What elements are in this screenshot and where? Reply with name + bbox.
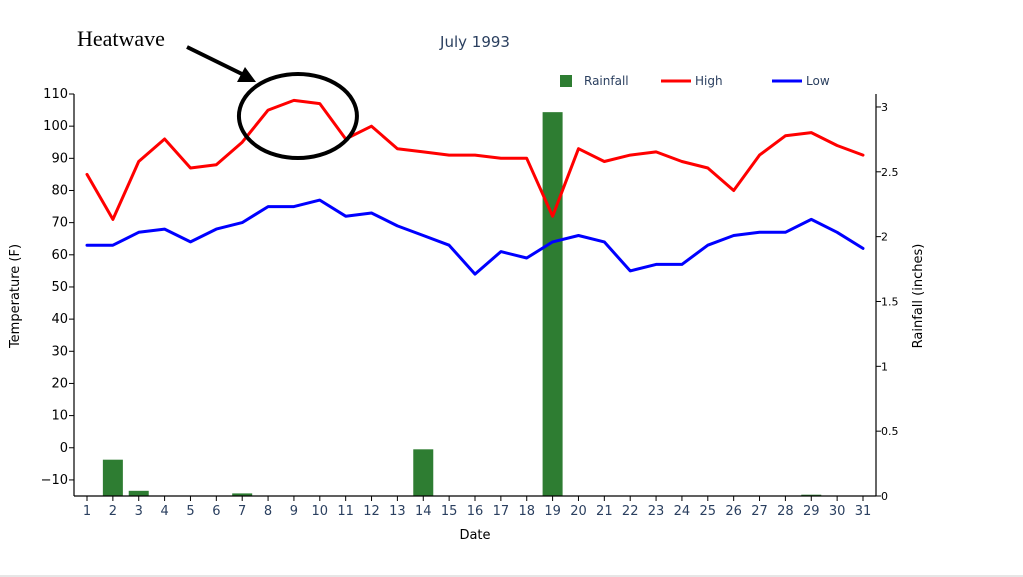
x-tick-label: 18 <box>518 504 535 519</box>
rainfall-bar-2 <box>102 459 123 496</box>
axes: −10010203040506070809010011000.511.522.5… <box>41 87 899 519</box>
y-right-tick-label: 0.5 <box>881 425 899 438</box>
y-right-tick-label: 1.5 <box>881 295 899 308</box>
x-axis-title: Date <box>459 528 490 543</box>
legend-swatch-rainfall <box>560 75 572 87</box>
y-left-tick-label: 60 <box>51 248 68 263</box>
y-right-tick-label: 1 <box>881 360 888 373</box>
x-tick-label: 30 <box>829 504 846 519</box>
rainfall-bar-7 <box>232 493 253 496</box>
y-left-tick-label: 20 <box>51 376 68 391</box>
low-temperature-line <box>85 198 865 276</box>
legend-label: High <box>695 74 723 88</box>
x-tick-label: 15 <box>441 504 458 519</box>
y-right-tick-label: 0 <box>881 490 888 503</box>
y-axis-title-left: Temperature (F) <box>8 244 23 349</box>
y-right-tick-label: 2.5 <box>881 166 899 179</box>
x-tick-label: 29 <box>803 504 820 519</box>
annotation-label: Heatwave <box>77 26 165 51</box>
annotation-arrow-shaft <box>186 45 245 77</box>
x-tick-label: 19 <box>544 504 561 519</box>
y-left-tick-label: −10 <box>41 473 68 488</box>
x-tick-label: 28 <box>777 504 794 519</box>
x-tick-label: 10 <box>312 504 329 519</box>
x-tick-label: 1 <box>83 504 91 519</box>
bottom-border <box>0 575 1023 577</box>
x-tick-label: 12 <box>363 504 380 519</box>
y-left-tick-label: 50 <box>51 280 68 295</box>
y-left-tick-label: 0 <box>60 441 68 456</box>
x-tick-label: 3 <box>135 504 143 519</box>
annotation-circle <box>236 72 359 160</box>
x-tick-label: 20 <box>570 504 587 519</box>
chart-title: July 1993 <box>439 33 510 51</box>
x-tick-label: 24 <box>674 504 691 519</box>
x-tick-label: 2 <box>109 504 117 519</box>
x-tick-label: 25 <box>700 504 717 519</box>
legend: Rainfall High Low <box>560 74 830 88</box>
rainfall-bars <box>102 112 822 496</box>
x-tick-label: 17 <box>493 504 510 519</box>
y-axis-title-right: Rainfall (inches) <box>911 244 926 349</box>
temperature-lines <box>85 98 865 276</box>
rainfall-bar-3 <box>128 490 149 496</box>
x-tick-label: 7 <box>238 504 246 519</box>
y-right-tick-label: 2 <box>881 231 888 244</box>
x-tick-label: 5 <box>186 504 194 519</box>
annotation-arrowhead <box>237 67 256 82</box>
x-tick-label: 8 <box>264 504 272 519</box>
x-tick-label: 6 <box>212 504 220 519</box>
x-tick-label: 26 <box>725 504 742 519</box>
high-temperature-line <box>85 98 865 221</box>
x-tick-label: 16 <box>467 504 484 519</box>
y-left-tick-label: 10 <box>51 409 68 424</box>
legend-label: Rainfall <box>584 74 629 88</box>
rainfall-bar-14 <box>413 449 434 496</box>
x-tick-label: 9 <box>290 504 298 519</box>
legend-label: Low <box>806 74 830 88</box>
rainfall-bar-29 <box>801 494 822 496</box>
rainfall-bar-19 <box>542 112 563 496</box>
x-tick-label: 23 <box>648 504 665 519</box>
x-tick-label: 27 <box>751 504 768 519</box>
x-tick-label: 22 <box>622 504 639 519</box>
y-left-tick-label: 100 <box>43 119 68 134</box>
x-tick-label: 21 <box>596 504 613 519</box>
y-left-tick-label: 90 <box>51 151 68 166</box>
y-left-tick-label: 80 <box>51 183 68 198</box>
y-left-tick-label: 40 <box>51 312 68 327</box>
x-tick-label: 31 <box>855 504 872 519</box>
y-right-tick-label: 3 <box>881 101 888 114</box>
y-left-tick-label: 70 <box>51 216 68 231</box>
x-tick-label: 11 <box>337 504 354 519</box>
x-tick-label: 4 <box>160 504 168 519</box>
y-left-tick-label: 110 <box>43 87 68 102</box>
heatwave-annotation: Heatwave <box>77 26 359 160</box>
x-tick-label: 14 <box>415 504 432 519</box>
x-tick-label: 13 <box>389 504 406 519</box>
y-left-tick-label: 30 <box>51 344 68 359</box>
